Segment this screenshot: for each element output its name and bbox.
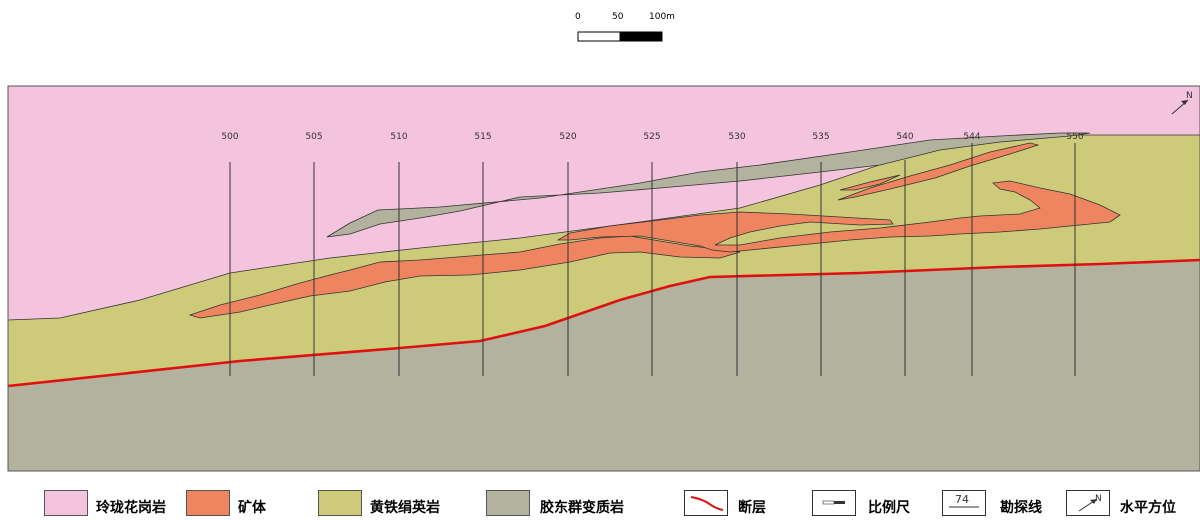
north-icon-text: N [1095, 494, 1102, 504]
scale-label-50: 50 [612, 12, 624, 22]
legend-north-icon: N [1066, 490, 1110, 516]
north-arrow-legend-icon: N [1078, 494, 1102, 512]
exploration-line-label-550: 550 [1066, 132, 1083, 142]
ore-body-middle [556, 180, 1121, 253]
legend-label-pyrite: 黄铁绢英岩 [370, 500, 440, 516]
legend-label-scale: 比例尺 [868, 500, 910, 516]
legend-swatch-granite [44, 490, 88, 516]
scale-label-100m: 100m [649, 12, 675, 22]
legend-label-line: 勘探线 [1000, 500, 1042, 516]
legend-line-icon: 74 [942, 490, 986, 516]
legend-label-ore: 矿体 [238, 500, 266, 516]
exploration-line-label-540: 540 [896, 132, 913, 142]
exploration-line-label-500: 500 [221, 132, 238, 142]
scale-bar-icon [822, 500, 845, 505]
legend-label-metamorphic: 胶东群变质岩 [540, 500, 624, 516]
fault-line-icon [690, 496, 724, 511]
section-svg: 500 505 510 515 520 525 530 535 540 544 550 N [7, 31, 1200, 472]
exploration-line-icon: 74 [949, 493, 979, 508]
legend-swatch-ore [186, 490, 230, 516]
scale-label-0: 0 [575, 12, 581, 22]
metamorphic-lens [326, 132, 1091, 238]
legend-swatch-pyrite [318, 490, 362, 516]
map-frame [7, 85, 1200, 472]
scale-bar [577, 31, 663, 42]
north-arrow-label: N [1186, 91, 1193, 101]
exploration-line-label-544: 544 [963, 132, 980, 142]
jiaodong-metamorphic-unit [8, 260, 1200, 471]
exploration-line-label-505: 505 [305, 132, 322, 142]
legend-swatch-metamorphic [486, 490, 530, 516]
fault-line [7, 258, 1200, 388]
ore-body-upper [837, 142, 1040, 201]
legend-label-granite: 玲珑花岗岩 [96, 500, 166, 516]
ore-body-upper-fork [839, 174, 901, 191]
legend-fault-icon [684, 490, 728, 516]
exploration-line-label-515: 515 [474, 132, 491, 142]
legend: 玲珑花岗岩 矿体 黄铁绢英岩 胶东群变质岩 断层 比例尺 74 勘探线 [0, 488, 1200, 520]
exploration-line-label-530: 530 [728, 132, 745, 142]
exploration-lines: 500 505 510 515 520 525 530 535 540 544 550 [221, 132, 1084, 376]
exploration-line-label-535: 535 [812, 132, 829, 142]
north-arrow-icon: N [1171, 91, 1193, 115]
line-icon-text: 74 [955, 493, 969, 506]
exploration-line-label-525: 525 [643, 132, 660, 142]
exploration-line-label-510: 510 [390, 132, 407, 142]
legend-label-fault: 断层 [738, 500, 766, 516]
exploration-line-label-520: 520 [559, 132, 576, 142]
legend-scale-icon [812, 490, 856, 516]
legend-label-north: 水平方位 [1120, 500, 1176, 516]
